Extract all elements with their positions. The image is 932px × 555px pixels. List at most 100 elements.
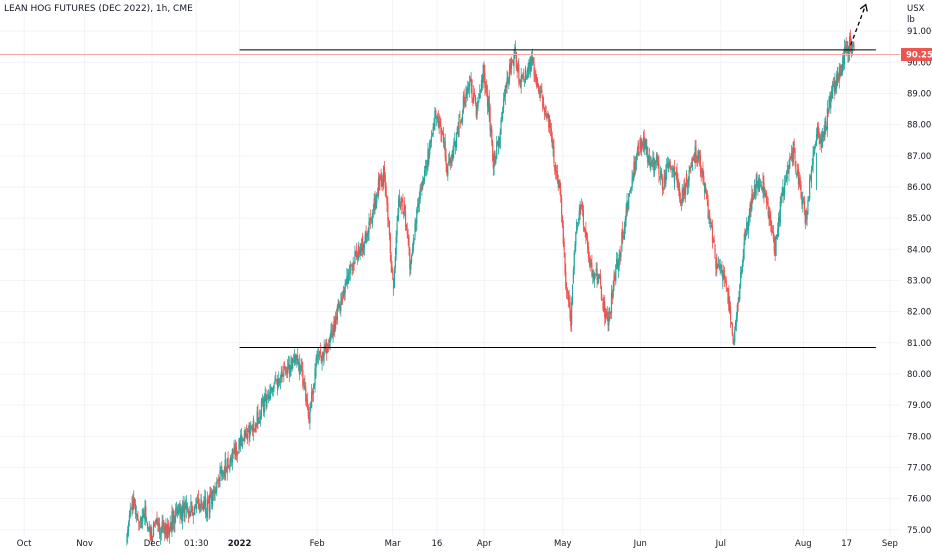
x-tick-label: Feb	[310, 539, 325, 549]
candle-up	[488, 104, 490, 116]
candle-down	[549, 124, 552, 128]
candle-up	[423, 170, 426, 182]
candle-down	[392, 272, 394, 280]
last-price-badge	[901, 48, 932, 62]
candle-down	[245, 430, 247, 435]
candle-down	[537, 84, 540, 92]
candle-down	[653, 158, 655, 171]
candle-down	[192, 512, 194, 516]
x-tick-label: Sep	[882, 539, 898, 549]
candle-down	[522, 76, 524, 78]
candle-down	[227, 457, 229, 467]
candle-up	[336, 306, 338, 321]
candle-up	[464, 103, 466, 105]
candle-down	[818, 136, 820, 139]
candle-up	[313, 384, 315, 389]
y-tick-label: 82.000	[907, 308, 932, 318]
candle-up	[129, 509, 131, 517]
candle-up	[598, 274, 600, 279]
candle-down	[833, 84, 835, 92]
candle-up	[344, 283, 346, 294]
candle-down	[601, 299, 603, 301]
candle-up	[462, 96, 464, 113]
candle-down	[205, 497, 207, 515]
candle-down	[682, 189, 684, 197]
candle-up	[796, 173, 798, 175]
candle-up	[450, 159, 452, 164]
candle-up	[177, 508, 179, 516]
candle-down	[201, 506, 203, 508]
candle-up	[736, 304, 738, 317]
candle-up	[510, 59, 513, 70]
candle-down	[440, 124, 442, 130]
candle-up	[807, 199, 809, 215]
candle-up	[259, 416, 261, 418]
x-tick-label: Mar	[385, 539, 402, 549]
candle-down	[817, 126, 819, 138]
candle-down	[675, 172, 677, 174]
candle-up	[574, 243, 576, 251]
candle-down	[437, 117, 439, 127]
candle-down	[228, 467, 230, 468]
candle-up	[806, 213, 808, 220]
candle-down	[179, 507, 181, 518]
candle-down	[535, 75, 537, 79]
candle-down	[339, 304, 341, 312]
y-tick-label: 77.000	[907, 463, 932, 473]
candle-up	[497, 141, 500, 147]
time-axis[interactable]: Oct Nov Dec 01:30 2022 Feb Mar 16 Apr May Jun Jul Au…	[17, 539, 898, 549]
x-tick-label: May	[554, 539, 572, 549]
candle-down	[795, 160, 797, 173]
candle-up	[834, 80, 836, 92]
candle-up	[258, 418, 260, 424]
candle-up	[238, 438, 240, 454]
candle-up	[382, 166, 385, 186]
candle-down	[570, 316, 572, 326]
candle-down	[566, 289, 568, 292]
candle-down	[388, 220, 391, 236]
candle-up	[196, 500, 198, 510]
candle-up	[193, 507, 195, 515]
candle-up	[271, 388, 273, 392]
candle-up	[673, 176, 676, 184]
candle-down	[401, 198, 403, 200]
candle-up	[523, 79, 526, 81]
candle-down	[307, 405, 309, 416]
candle-down	[265, 395, 267, 407]
candle-up	[577, 219, 580, 221]
candle-up	[376, 193, 378, 203]
candle-up	[240, 435, 242, 444]
candle-down	[726, 287, 728, 289]
price-axis[interactable]: 75.000 76.000 77.000 78.000 79.000 80.000 81.0…	[901, 27, 932, 536]
candle-down	[398, 196, 401, 206]
candle-down	[658, 163, 660, 175]
candle-up	[144, 506, 146, 518]
candle-down	[275, 378, 277, 380]
candle-up	[318, 350, 321, 354]
candle-up	[296, 357, 298, 360]
candle-down	[541, 89, 543, 93]
candle-up	[704, 184, 706, 193]
candle-down	[338, 301, 340, 305]
candle-up	[287, 367, 289, 373]
candle-down	[471, 79, 473, 99]
candle-up	[148, 526, 150, 528]
candle-down	[467, 87, 469, 93]
candle-up	[811, 165, 813, 170]
candle-up	[278, 378, 280, 381]
candle-up	[303, 384, 305, 388]
candle-up	[785, 177, 787, 182]
candle-up	[213, 491, 215, 493]
candle-up	[244, 429, 246, 440]
candle-down	[550, 128, 552, 137]
candle-down	[733, 342, 735, 344]
candle-down	[730, 322, 733, 324]
candle-up	[620, 251, 622, 258]
candle-up	[809, 178, 811, 200]
candle-up	[425, 166, 427, 169]
candle-down	[223, 473, 225, 475]
horizontal-levels[interactable]	[0, 49, 900, 348]
candle-down	[217, 478, 219, 480]
